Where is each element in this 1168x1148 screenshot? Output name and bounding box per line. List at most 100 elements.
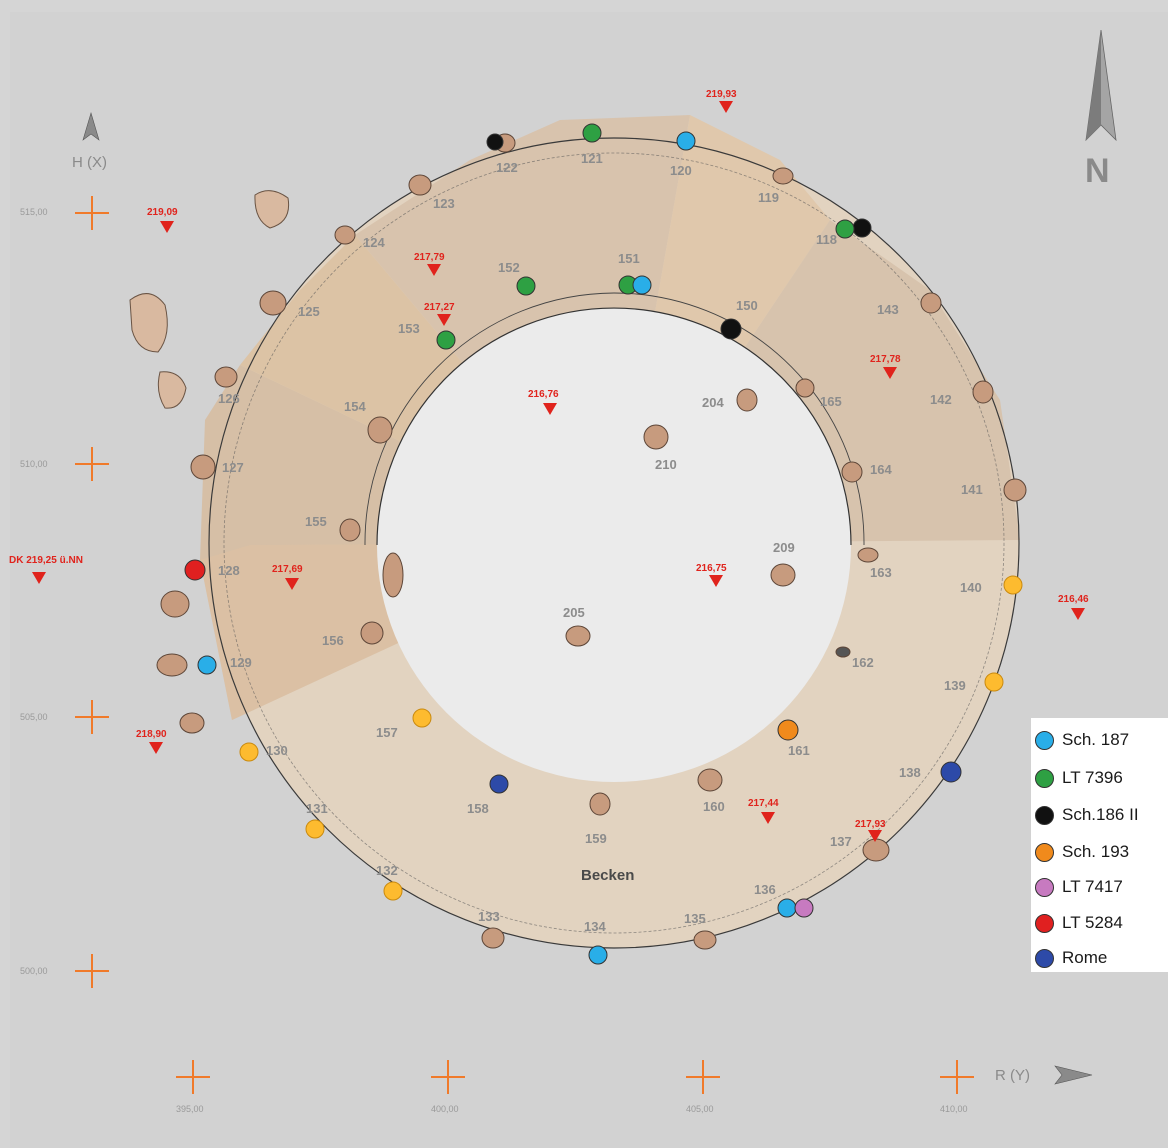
svg-text:150: 150 [736,298,758,313]
dot-icon [1035,768,1054,788]
svg-text:161: 161 [788,743,810,758]
legend-label: LT 7417 [1062,877,1123,896]
svg-text:143: 143 [877,302,899,317]
svg-text:141: 141 [961,482,983,497]
grid-label-y-505: 505,00 [20,712,48,722]
dot-icon [1035,805,1054,825]
svg-text:127: 127 [222,460,244,475]
grid-label-x-395: 395,00 [176,1104,204,1114]
svg-text:132: 132 [376,863,398,878]
elevation-label: 218,90 [136,729,167,740]
svg-text:152: 152 [498,260,520,275]
grid-crosses [75,196,974,1094]
elevation-label: 216,46 [1058,594,1089,605]
svg-text:129: 129 [230,655,252,670]
grid-label-y-515: 515,00 [20,207,48,217]
ry-axis-label: R (Y) [995,1067,1030,1084]
svg-text:126: 126 [218,391,240,406]
svg-text:124: 124 [363,235,385,250]
legend-item-sch186: Sch.186 II [1035,800,1139,830]
svg-text:160: 160 [703,799,725,814]
svg-text:154: 154 [344,399,366,414]
svg-text:204: 204 [702,395,724,410]
hx-arrow-icon [82,111,100,141]
svg-text:162: 162 [852,655,874,670]
svg-text:118: 118 [816,232,837,247]
svg-text:131: 131 [306,801,328,816]
north-letter: N [1085,152,1110,190]
svg-text:155: 155 [305,514,327,529]
legend-item-sch187: Sch. 187 [1035,725,1129,755]
legend-label: Sch.186 II [1062,805,1139,824]
grid-label-x-410: 410,00 [940,1104,968,1114]
svg-text:120: 120 [670,163,692,178]
svg-text:140: 140 [960,580,982,595]
svg-text:135: 135 [684,911,706,926]
dot-icon [1035,877,1054,897]
sample-dots [184,123,1023,965]
grid-label-y-500: 500,00 [20,966,48,976]
legend-label: LT 5284 [1062,913,1123,932]
elevation-label: 219,93 [706,89,737,100]
svg-text:164: 164 [870,462,892,477]
hx-axis-label: H (X) [72,154,107,171]
svg-text:137: 137 [830,834,852,849]
svg-text:157: 157 [376,725,398,740]
elevation-label: 217,27 [424,302,455,313]
ry-arrow-icon [1054,1065,1093,1085]
svg-text:209: 209 [773,540,795,555]
svg-text:139: 139 [944,678,966,693]
elevation-label: 216,76 [528,389,559,400]
dot-icon [1035,948,1054,968]
svg-text:142: 142 [930,392,952,407]
svg-text:133: 133 [478,909,500,924]
elevation-markers [32,101,1085,842]
dot-icon [1035,842,1054,862]
dk-label: DK 219,25 ü.NN [9,555,83,566]
dot-icon [1035,913,1054,933]
inner-basin [377,308,851,782]
legend-item-lt7396: LT 7396 [1035,763,1123,793]
legend-label: LT 7396 [1062,768,1123,787]
svg-text:121: 121 [581,151,603,166]
elevation-label: 217,69 [272,564,303,575]
svg-text:122: 122 [496,160,518,175]
svg-text:151: 151 [618,251,640,266]
svg-text:138: 138 [899,765,921,780]
grid-label-x-400: 400,00 [431,1104,459,1114]
elevation-label: 217,44 [748,798,779,809]
svg-text:153: 153 [398,321,420,336]
svg-text:158: 158 [467,801,489,816]
elevation-label: 217,79 [414,252,445,263]
legend-item-sch193: Sch. 193 [1035,837,1129,867]
svg-text:159: 159 [585,831,607,846]
dot-icon [1035,730,1054,750]
svg-text:125: 125 [298,304,320,319]
legend-item-lt5284: LT 5284 [1035,908,1123,938]
svg-text:123: 123 [433,196,455,211]
svg-text:134: 134 [584,919,606,934]
legend-item-rome: Rome [1035,943,1107,973]
elevation-label: 217,78 [870,354,901,365]
legend-label: Sch. 193 [1062,842,1130,861]
svg-text:210: 210 [655,457,677,472]
svg-text:205: 205 [563,605,585,620]
legend: Sch. 187 LT 7396 Sch.186 II Sch. 193 LT … [1031,718,1168,972]
svg-text:130: 130 [266,743,288,758]
grid-label-x-405: 405,00 [686,1104,714,1114]
stone-labels: 119 120 121 122 123 124 125 126 127 128 … [218,151,983,934]
legend-label: Rome [1062,948,1108,967]
svg-text:119: 119 [758,190,779,205]
elevation-label: 216,75 [696,563,727,574]
legend-item-lt7417: LT 7417 [1035,872,1123,902]
elevation-label: 219,09 [147,207,178,218]
svg-text:156: 156 [322,633,344,648]
legend-label: Sch. 187 [1062,730,1130,749]
svg-text:163: 163 [870,565,892,580]
basin-label: Becken [581,867,634,884]
grid-label-y-510: 510,00 [20,459,48,469]
svg-text:165: 165 [820,394,842,409]
svg-text:128: 128 [218,563,240,578]
svg-text:136: 136 [754,882,776,897]
